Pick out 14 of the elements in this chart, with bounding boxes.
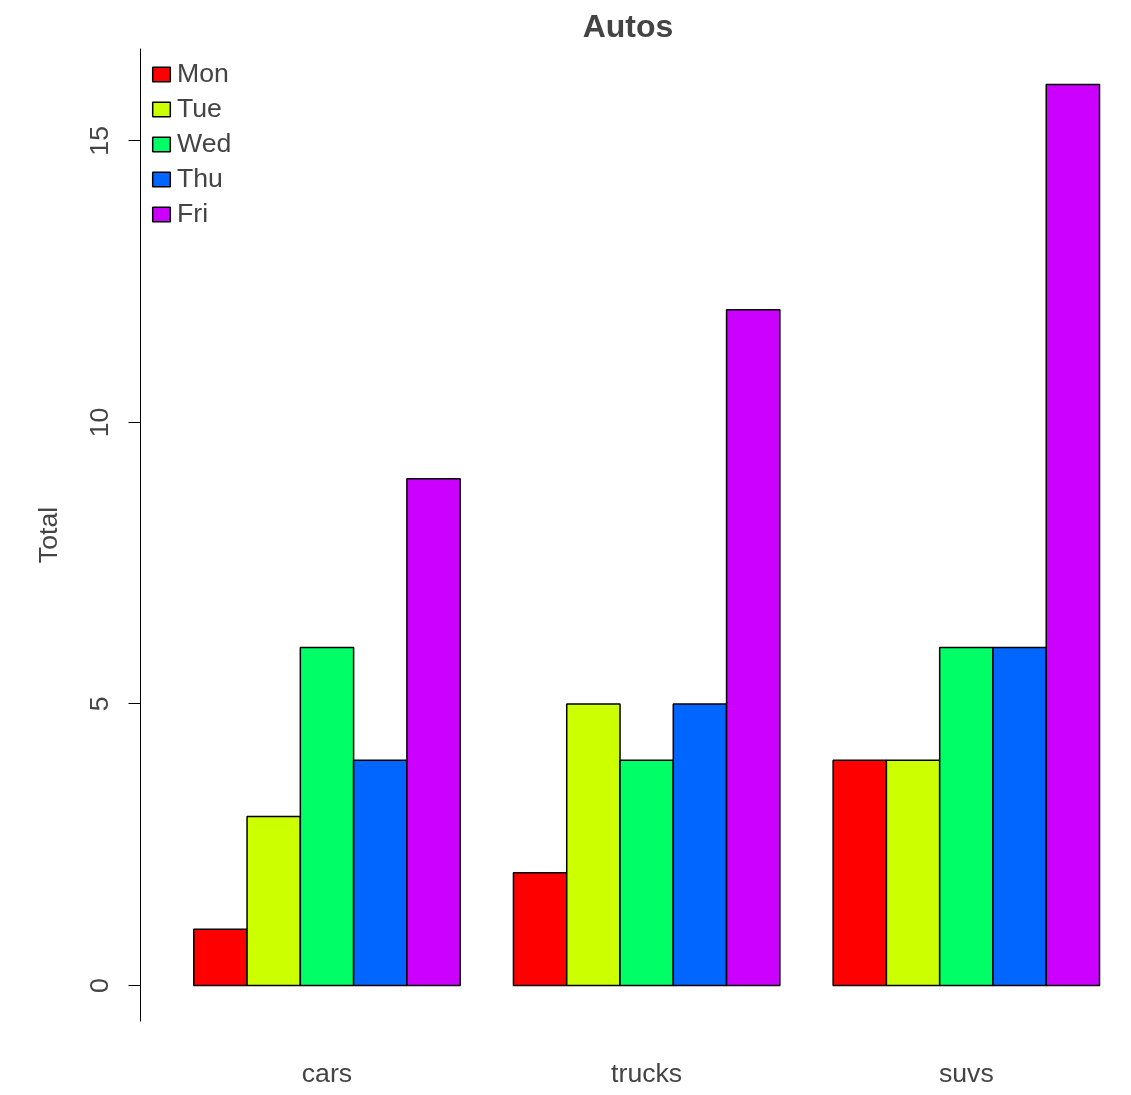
legend-label: Tue <box>177 93 222 124</box>
y-tick-label: 10 <box>84 407 115 438</box>
legend-label: Mon <box>177 58 229 89</box>
y-axis-title: Total <box>32 506 63 564</box>
x-tick-label: trucks <box>611 1057 683 1088</box>
chart-title: Autos <box>582 7 674 44</box>
x-tick-label: cars <box>301 1057 353 1088</box>
y-tick-label: 0 <box>84 978 115 993</box>
x-tick-label: suvs <box>938 1057 994 1088</box>
legend-label: Fri <box>177 198 209 229</box>
y-tick-label: 5 <box>84 696 115 712</box>
y-tick-label: 15 <box>84 126 115 156</box>
legend-label: Wed <box>177 128 232 159</box>
legend-label: Thu <box>177 163 223 194</box>
